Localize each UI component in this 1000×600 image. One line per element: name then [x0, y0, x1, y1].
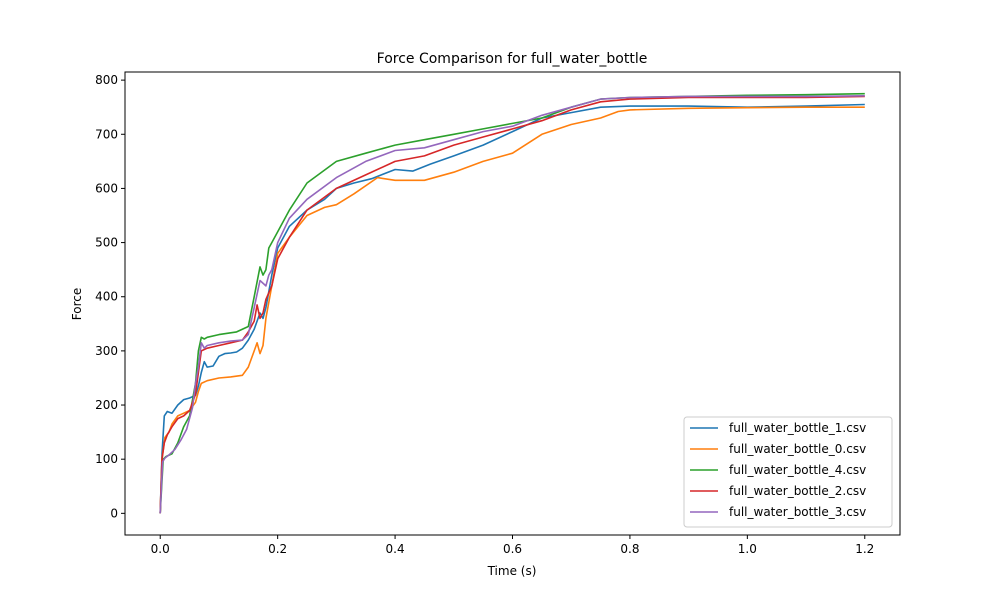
y-tick-label: 300: [95, 344, 118, 358]
series-line-4: [159, 95, 865, 514]
series-line-3: [159, 95, 865, 514]
y-tick-label: 0: [110, 506, 118, 520]
legend-box: [683, 416, 893, 528]
x-tick-label: 0.0: [151, 542, 170, 556]
legend-label: full_water_bottle_0.csv: [729, 442, 866, 456]
y-tick-label: 700: [95, 127, 118, 141]
legend-label: full_water_bottle_1.csv: [729, 421, 866, 435]
y-tick-label: 100: [95, 452, 118, 466]
y-tick-label: 600: [95, 181, 118, 195]
legend: full_water_bottle_1.csv full_water_bottle…: [683, 416, 893, 528]
y-axis: 0 100 200 300 400 500 600 700 800: [95, 73, 125, 520]
x-tick-label: 1.2: [855, 542, 874, 556]
series-layer: [159, 92, 865, 514]
legend-label: full_water_bottle_2.csv: [729, 484, 866, 498]
x-axis-label: Time (s): [487, 564, 537, 578]
x-tick-label: 0.2: [268, 542, 287, 556]
y-tick-label: 200: [95, 398, 118, 412]
y-tick-label: 500: [95, 236, 118, 250]
y-axis-label: Force: [70, 288, 84, 320]
x-tick-label: 0.4: [386, 542, 405, 556]
y-tick-label: 800: [95, 73, 118, 87]
x-axis: 0.0 0.2 0.4 0.6 0.8 1.0 1.2: [151, 535, 874, 556]
legend-label: full_water_bottle_4.csv: [729, 463, 866, 477]
legend-label: full_water_bottle_3.csv: [729, 505, 866, 519]
x-tick-label: 0.6: [503, 542, 522, 556]
y-tick-label: 400: [95, 290, 118, 304]
x-tick-label: 1.0: [738, 542, 757, 556]
chart-title: Force Comparison for full_water_bottle: [377, 51, 648, 67]
x-tick-label: 0.8: [620, 542, 639, 556]
